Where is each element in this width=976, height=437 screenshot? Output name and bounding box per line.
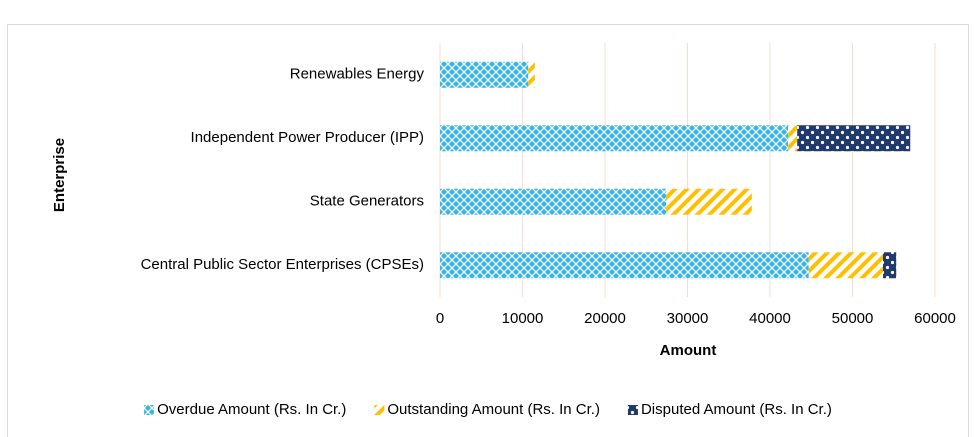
x-tick-label: 10000 xyxy=(502,310,544,327)
x-tick-label: 20000 xyxy=(584,310,626,327)
y-tick-label: Independent Power Producer (IPP) xyxy=(191,129,424,146)
bar-segment xyxy=(440,188,667,215)
bar-segment xyxy=(528,61,535,88)
legend-label: Disputed Amount (Rs. In Cr.) xyxy=(641,401,832,418)
y-tick-label: Central Public Sector Enterprises (CPSEs… xyxy=(141,256,424,273)
y-tick-label: Renewables Energy xyxy=(290,66,425,83)
bar-segment xyxy=(808,252,884,279)
bar-segment xyxy=(883,252,897,279)
x-tick-label: 50000 xyxy=(832,310,874,327)
legend-label: Outstanding Amount (Rs. In Cr.) xyxy=(387,401,600,418)
chart-border xyxy=(7,24,969,437)
y-axis-title: Enterprise xyxy=(51,138,68,212)
x-tick-label: 40000 xyxy=(749,310,791,327)
legend-swatch xyxy=(374,405,385,415)
y-tick-label: State Generators xyxy=(310,193,424,210)
legend-swatch xyxy=(627,405,638,415)
x-tick-label: 0 xyxy=(436,310,444,327)
legend-swatch xyxy=(144,405,155,415)
x-tick-label: 30000 xyxy=(667,310,709,327)
bar-segment xyxy=(788,125,798,152)
x-axis-title: Amount xyxy=(660,342,717,359)
bar-segment xyxy=(440,125,789,152)
bar-segment xyxy=(797,125,911,152)
bar-segment xyxy=(666,188,752,215)
legend-label: Overdue Amount (Rs. In Cr.) xyxy=(157,401,346,418)
bar-segment xyxy=(440,252,809,279)
bar-segment xyxy=(440,61,529,88)
x-tick-label: 60000 xyxy=(914,310,956,327)
